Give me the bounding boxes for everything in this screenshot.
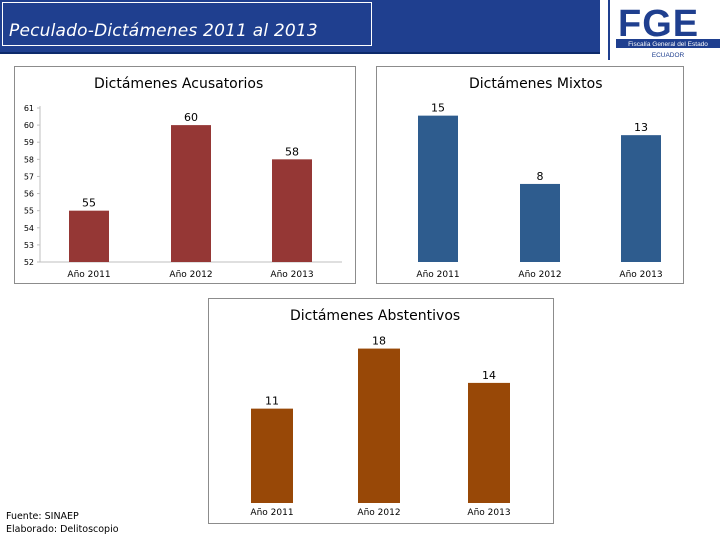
bar-mixtos-1 <box>418 115 458 263</box>
data-label: 18 <box>372 335 386 348</box>
bar-abstentivos-1 <box>251 408 293 503</box>
data-label: 13 <box>634 121 648 134</box>
y-tick-label: 60 <box>24 121 34 130</box>
data-label: 14 <box>482 369 496 382</box>
data-label: 60 <box>184 111 198 124</box>
data-label: 55 <box>82 197 96 210</box>
data-label: 15 <box>431 102 445 115</box>
y-tick-label: 56 <box>24 190 34 199</box>
page-title: Peculado-Dictámenes 2011 al 2013 <box>9 21 318 41</box>
title-box: Peculado-Dictámenes 2011 al 2013 <box>2 2 372 46</box>
bar-mixtos-3 <box>621 135 661 262</box>
y-tick-label: 58 <box>24 155 34 164</box>
data-label: 58 <box>285 145 299 158</box>
fge-logo: FGE Fiscalía General del Estado ECUADOR <box>608 0 720 60</box>
data-label: 8 <box>537 170 544 183</box>
bar-mixtos-2 <box>520 183 560 262</box>
y-tick-label: 52 <box>24 258 34 267</box>
x-tick-label: Año 2011 <box>250 508 293 518</box>
data-label: 11 <box>265 395 279 408</box>
bar-acusatorios-2 <box>171 125 211 262</box>
x-tick-label: Año 2013 <box>467 508 510 518</box>
bar-abstentivos-2 <box>358 348 400 503</box>
footer: Fuente: SINAEP Elaborado: Delitoscopio <box>6 510 119 536</box>
title-bar: Peculado-Dictámenes 2011 al 2013 <box>0 0 600 54</box>
logo-text: FGE <box>618 3 699 45</box>
y-tick-label: 57 <box>24 172 34 181</box>
chart-title-acusatorios: Dictámenes Acusatorios <box>94 76 264 92</box>
chart-title-mixtos: Dictámenes Mixtos <box>469 76 603 92</box>
y-tick-label: 55 <box>24 207 34 216</box>
x-tick-label: Año 2011 <box>416 270 459 280</box>
author-note: Elaborado: Delitoscopio <box>6 524 119 535</box>
y-tick-label: 53 <box>24 241 34 250</box>
y-tick-label: 61 <box>24 104 34 113</box>
fge-logo-graphic: FGE Fiscalía General del Estado ECUADOR <box>616 3 720 59</box>
y-tick-label: 59 <box>24 138 34 147</box>
logo-country: ECUADOR <box>652 52 685 59</box>
y-tick-label: 54 <box>24 224 34 233</box>
source-note: Fuente: SINAEP <box>6 511 79 522</box>
x-tick-label: Año 2013 <box>270 270 313 280</box>
x-tick-label: Año 2013 <box>619 270 662 280</box>
chart-title-abstentivos: Dictámenes Abstentivos <box>290 308 461 324</box>
logo-subtitle: Fiscalía General del Estado <box>628 41 708 48</box>
x-tick-label: Año 2011 <box>67 270 110 280</box>
bar-abstentivos-3 <box>468 382 510 503</box>
x-tick-label: Año 2012 <box>518 270 561 280</box>
x-tick-label: Año 2012 <box>169 270 212 280</box>
bar-acusatorios-1 <box>69 210 109 262</box>
x-tick-label: Año 2012 <box>357 508 400 518</box>
logo-band <box>616 39 720 48</box>
bar-acusatorios-3 <box>272 159 312 262</box>
